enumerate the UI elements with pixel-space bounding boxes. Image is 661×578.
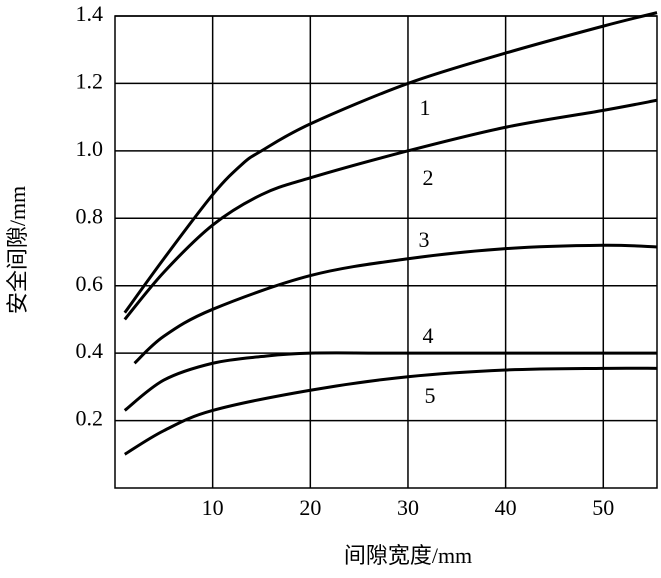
y-tick-label: 0.6 bbox=[76, 271, 104, 296]
x-tick-label: 40 bbox=[495, 495, 517, 520]
y-tick-label: 1.2 bbox=[76, 68, 104, 93]
x-tick-label: 10 bbox=[202, 495, 224, 520]
x-tick-label: 50 bbox=[592, 495, 614, 520]
y-tick-label: 1.4 bbox=[76, 1, 104, 26]
line bbox=[123, 351, 657, 412]
y-tick-label: 0.8 bbox=[76, 203, 104, 228]
series-label: 3 bbox=[419, 227, 430, 252]
series-label: 4 bbox=[423, 323, 434, 348]
series-label: 2 bbox=[423, 165, 434, 190]
y-axis-label: 安全间隙/mm bbox=[5, 186, 30, 314]
series-label: 1 bbox=[420, 95, 431, 120]
x-tick-label: 20 bbox=[299, 495, 321, 520]
line bbox=[123, 366, 658, 456]
line bbox=[123, 98, 658, 321]
x-tick-label: 30 bbox=[397, 495, 419, 520]
line bbox=[123, 11, 658, 314]
series-label: 5 bbox=[425, 383, 436, 408]
y-tick-label: 1.0 bbox=[76, 136, 104, 161]
y-tick-label: 0.2 bbox=[76, 406, 104, 431]
x-axis-label: 间隙宽度/mm bbox=[344, 543, 472, 568]
y-tick-label: 0.4 bbox=[76, 338, 104, 363]
line bbox=[133, 243, 658, 365]
